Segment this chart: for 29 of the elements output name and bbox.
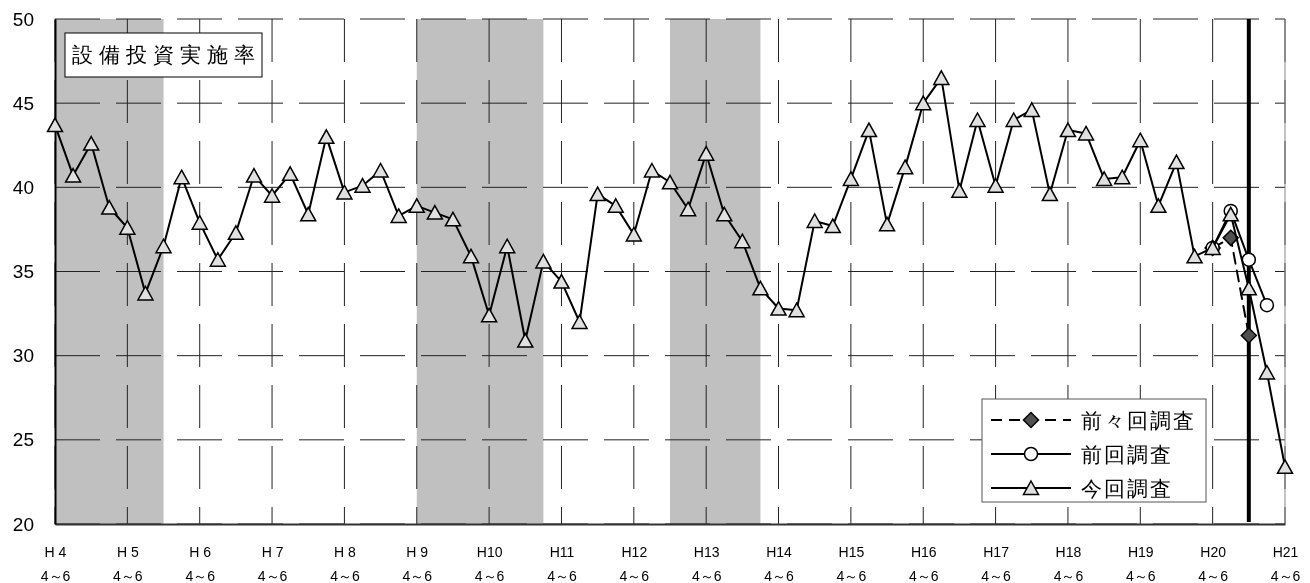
y-tick-label: 45 xyxy=(12,92,34,114)
x-tick-label: H17 4～6 xyxy=(981,543,1012,583)
y-tick-label: 30 xyxy=(12,345,34,367)
y-tick-label: 50 xyxy=(12,8,34,30)
x-tick-label: H 9 4～6 xyxy=(402,543,433,583)
x-tick-label: H18 4～6 xyxy=(1053,543,1084,583)
x-tick-label: H 4 4～6 xyxy=(40,543,71,583)
x-tick-label: H19 4～6 xyxy=(1126,543,1156,583)
legend-label: 前々回調査 xyxy=(1081,408,1196,432)
text: 設備投資実施率 xyxy=(72,43,261,66)
x-tick-label: H 5 4～6 xyxy=(113,543,143,583)
x-tick-label: H10 4～6 xyxy=(474,543,505,583)
x-tick-label: H15 4～6 xyxy=(836,543,867,583)
x-tick-label: H12 4～6 xyxy=(619,543,650,583)
x-tick-label: H20 4～6 xyxy=(1198,543,1229,583)
x-tick-label: H 6 4～6 xyxy=(185,543,216,583)
y-tick-label: 40 xyxy=(12,176,34,198)
legend-label: 前回調査 xyxy=(1081,442,1173,466)
y-tick-label: 20 xyxy=(12,513,34,535)
x-tick-label: H 8 4～6 xyxy=(330,543,360,583)
legend-label: 今回調査 xyxy=(1081,476,1173,500)
x-tick-label: H21 4～6 xyxy=(1270,543,1301,583)
y-tick-label: 35 xyxy=(12,261,34,283)
x-tick-label: H16 4～6 xyxy=(908,543,939,583)
x-tick-label: H13 4～6 xyxy=(691,543,722,583)
y-tick-label: 25 xyxy=(12,429,34,451)
x-tick-label: H 7 4～6 xyxy=(257,543,288,583)
x-tick-label: H11 4～6 xyxy=(547,543,577,583)
x-tick-label: H14 4～6 xyxy=(764,543,795,583)
